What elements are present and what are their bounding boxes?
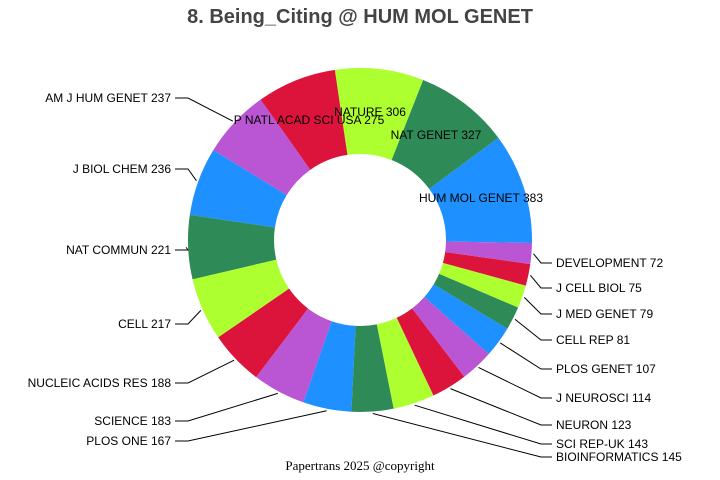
slice-bioinformatics [351,324,394,412]
slice-j-biol-chem [189,150,287,228]
slice-label: J NEUROSCI 114 [556,391,651,405]
slice-am-j-hum-genet [213,99,311,196]
slice-development [445,241,532,265]
slice-nucleic-acids-res [218,288,309,378]
slice-j-med-genet [439,262,526,308]
leader-line [175,392,278,422]
slice-label: J CELL BIOL 75 [556,281,642,295]
leader-line [175,97,234,122]
leader-line [500,342,552,370]
slice-label: AM J HUM GENET 237 [45,91,171,105]
leader-line [175,310,202,325]
slice-label: NAT GENET 327 [391,128,482,142]
leader-line [533,253,552,264]
leader-line [175,247,189,251]
slice-j-neurosci [412,296,489,377]
slice-neuron [396,308,465,396]
slice-label: P NATL ACAD SCI USA 275 [234,113,385,127]
slice-p-natl-acad-sci-usa [260,69,348,170]
slice-nat-genet [391,79,499,189]
slice-label: NAT COMMUN 221 [66,243,171,257]
leader-line [523,297,552,315]
slice-label: NATURE 306 [334,105,406,119]
slice-label: CELL 217 [118,317,171,331]
leader-line [175,359,235,384]
slice-cell [192,259,290,338]
slice-plos-one [303,321,356,412]
leader-line [514,318,552,341]
slice-label: NEURON 123 [556,418,632,432]
slice-nature [334,68,424,160]
chart-title: 8. Being_Citing @ HUM MOL GENET [187,6,533,28]
slice-label: SCI REP-UK 143 [556,437,648,451]
slice-j-cell-biol [442,252,531,286]
leader-line [175,168,197,181]
leader-line [414,404,552,445]
slice-label: DEVELOPMENT 72 [556,256,663,270]
slice-label: CELL REP 81 [556,333,630,347]
slice-sci-rep-uk [376,317,434,409]
slice-cell-rep [433,273,519,329]
slice-label: PLOS GENET 107 [556,362,656,376]
slice-label: SCIENCE 183 [94,414,171,428]
leader-line [175,410,327,442]
slice-label: BIOINFORMATICS 145 [556,450,682,464]
slice-label: J BIOL CHEM 236 [73,162,172,176]
slice-nat-commun [188,214,277,280]
leader-line [478,366,552,399]
slice-label: NUCLEIC ACIDS RES 188 [28,376,172,390]
leader-line [450,388,552,426]
slice-label: HUM MOL GENET 383 [419,191,543,205]
slice-hum-mol-genet [429,137,532,244]
leader-line [372,413,552,458]
slice-science [256,308,332,403]
leader-line [529,275,552,289]
slice-plos-genet [424,284,508,354]
slice-label: PLOS ONE 167 [86,434,171,448]
slice-label: J MED GENET 79 [556,307,653,321]
footer-copyright: Papertrans 2025 @copyright [285,458,435,473]
